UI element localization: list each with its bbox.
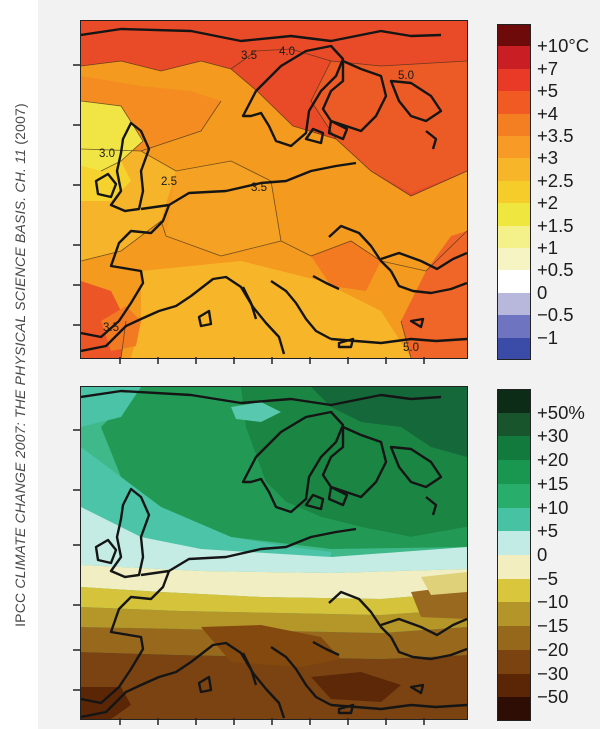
temperature-legend-swatch bbox=[497, 248, 531, 271]
credit-prefix: IPCC bbox=[12, 588, 28, 627]
precipitation-legend-swatch bbox=[497, 507, 531, 532]
precipitation-legend-swatch bbox=[497, 412, 531, 437]
temperature-legend-swatch bbox=[497, 180, 531, 204]
precip-zone-30 bbox=[311, 387, 467, 457]
precip-zone-15 bbox=[101, 387, 467, 549]
precip-zone-neg30 bbox=[81, 652, 467, 719]
temperature-legend-swatch bbox=[497, 24, 531, 47]
precipitation-legend-swatch bbox=[497, 436, 531, 461]
temperature-legend-swatch bbox=[497, 136, 531, 159]
temperature-legend-label: +0.5 bbox=[537, 259, 574, 281]
precipitation-legend-label: −50 bbox=[537, 686, 569, 708]
temperature-legend-label: +2.5 bbox=[537, 169, 574, 191]
temperature-legend-label: +5 bbox=[537, 79, 559, 101]
temperature-legend-swatch bbox=[497, 91, 531, 115]
temperature-legend-swatch bbox=[497, 337, 531, 361]
precipitation-legend-label: −5 bbox=[537, 567, 559, 589]
credit-title: CLIMATE CHANGE 2007: THE PHYSICAL SCIENC… bbox=[12, 148, 28, 589]
precipitation-legend-label: −10 bbox=[537, 591, 569, 613]
temperature-legend-label: +3 bbox=[537, 147, 559, 169]
precipitation-legend-label: +30 bbox=[537, 425, 569, 447]
temperature-legend-label: −1 bbox=[537, 326, 559, 348]
precip-zone-neg50 bbox=[81, 687, 131, 719]
precipitation-legend-swatch bbox=[497, 389, 531, 414]
temperature-legend-label: +4 bbox=[537, 102, 559, 124]
precipitation-legend-label: −15 bbox=[537, 614, 569, 636]
temperature-coastlines bbox=[81, 27, 467, 355]
temperature-legend-swatch bbox=[497, 46, 531, 70]
precipitation-legend-label: +20 bbox=[537, 448, 569, 470]
contour-label: 3.0 bbox=[99, 148, 115, 160]
precipitation-legend-label: 0 bbox=[537, 543, 548, 565]
precipitation-legend-swatch bbox=[497, 483, 531, 509]
temperature-legend-swatch bbox=[497, 203, 531, 227]
temperature-legend-swatch bbox=[497, 158, 531, 182]
precip-zone-0 bbox=[81, 507, 467, 573]
precipitation-legend-frame bbox=[497, 389, 531, 721]
precipitation-legend-swatch bbox=[497, 531, 531, 556]
temperature-legend-swatch bbox=[497, 315, 531, 339]
temperature-legend-label: +3.5 bbox=[537, 124, 574, 146]
precip-zone-5-north-island bbox=[231, 402, 281, 422]
precipitation-legend-label: +50% bbox=[537, 401, 585, 423]
temperature-legend-swatch bbox=[497, 270, 531, 294]
precip-zone-neg5 bbox=[81, 565, 467, 599]
contour-label: 3.5 bbox=[251, 182, 267, 194]
temperature-legend-swatch bbox=[497, 113, 531, 137]
contour-label: 3.5 bbox=[103, 322, 119, 334]
precipitation-legend-label: +5 bbox=[537, 520, 559, 542]
contour-label: 2.5 bbox=[161, 176, 177, 188]
temperature-legend-swatch bbox=[497, 68, 531, 92]
precipitation-legend-swatch bbox=[497, 649, 531, 675]
precipitation-legend-swatch bbox=[497, 697, 531, 722]
precipitation-legend-swatch bbox=[497, 626, 531, 651]
contour-label: 4.0 bbox=[279, 46, 295, 58]
precipitation-coastlines bbox=[81, 389, 467, 719]
source-credit: IPCC CLIMATE CHANGE 2007: THE PHYSICAL S… bbox=[12, 15, 32, 715]
temperature-legend-swatch bbox=[497, 292, 531, 316]
precipitation-legend-swatch bbox=[497, 578, 531, 603]
temperature-legend-frame bbox=[497, 24, 531, 360]
precipitation-legend-label: −20 bbox=[537, 638, 569, 660]
contour-label: 3.5 bbox=[241, 50, 257, 62]
temperature-legend-label: +1 bbox=[537, 236, 559, 258]
precip-zone-neg10-ne bbox=[421, 572, 467, 595]
temperature-legend-label: −0.5 bbox=[537, 303, 574, 325]
temp-zone-3-5-east bbox=[311, 241, 381, 291]
precip-zone-neg50-east bbox=[311, 672, 401, 702]
temp-zone-2-5-south bbox=[131, 261, 411, 358]
precipitation-legend-swatch bbox=[497, 460, 531, 485]
precip-zone-neg30-mid bbox=[201, 625, 341, 667]
temperature-legend-label: +2 bbox=[537, 191, 559, 213]
precipitation-legend-label: −30 bbox=[537, 662, 569, 684]
precipitation-legend-swatch bbox=[497, 602, 531, 627]
contour-label: 5.0 bbox=[403, 342, 419, 354]
precipitation-map-svg bbox=[81, 387, 467, 719]
temperature-map-svg: 3.5 4.0 5.0 3.0 2.5 3.5 3.5 5.0 bbox=[81, 21, 467, 358]
precipitation-map bbox=[80, 386, 468, 720]
precipitation-legend-label: +15 bbox=[537, 472, 569, 494]
precip-zone-neg15 bbox=[81, 607, 467, 633]
temperature-legend-label: +10°C bbox=[537, 35, 590, 57]
precipitation-legend-swatch bbox=[497, 555, 531, 580]
precipitation-legend-label: +10 bbox=[537, 496, 569, 518]
temp-zone-hot-east bbox=[311, 61, 467, 193]
temp-zone-1-5 bbox=[81, 101, 143, 171]
temperature-legend-label: +1.5 bbox=[537, 214, 574, 236]
temperature-legend-swatch bbox=[497, 225, 531, 249]
credit-suffix: (2007) bbox=[12, 103, 28, 149]
precip-zone-neg20-east bbox=[411, 585, 467, 619]
precip-zone-neg10 bbox=[81, 587, 467, 615]
temperature-legend-label: +7 bbox=[537, 57, 559, 79]
temperature-contour-labels: 3.5 4.0 5.0 3.0 2.5 3.5 3.5 5.0 bbox=[99, 46, 419, 354]
contour-label: 5.0 bbox=[398, 70, 414, 82]
precip-zone-5-north bbox=[81, 387, 141, 427]
temperature-legend-label: 0 bbox=[537, 281, 548, 303]
temp-zone-2 bbox=[81, 161, 131, 201]
temp-zone-2-5-central bbox=[166, 161, 281, 256]
temperature-map: 3.5 4.0 5.0 3.0 2.5 3.5 3.5 5.0 bbox=[80, 20, 468, 359]
precipitation-legend-swatch bbox=[497, 673, 531, 698]
